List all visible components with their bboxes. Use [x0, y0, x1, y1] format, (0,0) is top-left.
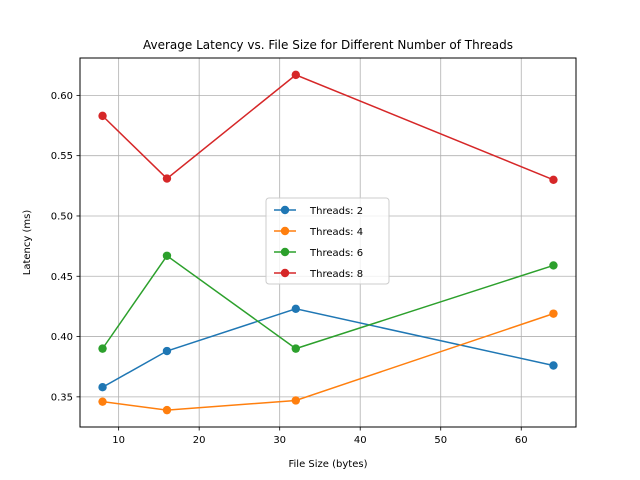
- series-layer: [98, 70, 558, 415]
- data-point: [291, 396, 300, 405]
- x-tick-label: 20: [193, 435, 206, 446]
- series-2: [98, 309, 558, 415]
- data-point: [549, 361, 558, 370]
- y-tick-label: 0.35: [51, 392, 73, 403]
- x-tick-label: 50: [434, 435, 447, 446]
- legend-item: Threads: 2: [274, 205, 363, 217]
- legend-label: Threads: 4: [309, 227, 363, 238]
- y-axis-ticks: 0.35 0.40 0.45 0.50 0.55 0.60: [51, 91, 80, 403]
- legend-item: Threads: 4: [274, 226, 363, 238]
- legend-marker: [280, 268, 290, 278]
- legend-label: Threads: 6: [309, 248, 363, 259]
- y-axis-label: Latency (ms): [22, 210, 33, 276]
- series-3: [98, 251, 558, 353]
- data-point: [549, 175, 558, 184]
- legend-label: Threads: 8: [309, 269, 363, 280]
- series-line: [101, 254, 554, 350]
- data-point: [162, 346, 172, 356]
- series-4: [98, 70, 558, 184]
- data-point: [549, 309, 558, 318]
- data-point: [98, 344, 107, 353]
- y-tick-label: 0.55: [51, 151, 73, 162]
- y-tick-label: 0.45: [51, 272, 73, 283]
- x-axis-label: File Size (bytes): [289, 459, 368, 470]
- x-tick-label: 60: [515, 435, 528, 446]
- x-tick-label: 10: [112, 435, 125, 446]
- data-point: [291, 344, 300, 353]
- y-tick-label: 0.40: [51, 332, 73, 343]
- x-tick-label: 30: [273, 435, 286, 446]
- x-axis-ticks: 10 20 30 40 50 60: [112, 427, 528, 446]
- plot-frame: [79, 57, 577, 428]
- y-tick-label: 0.50: [51, 211, 73, 222]
- legend: Threads: 2 Threads: 4 Threads: 6 Threads: 8: [265, 197, 390, 285]
- data-point: [162, 174, 172, 183]
- series-line: [102, 308, 554, 388]
- data-point: [162, 251, 172, 260]
- legend-marker: [280, 226, 290, 236]
- series-1: [98, 304, 558, 392]
- legend-item: Threads: 8: [274, 268, 363, 280]
- data-point: [291, 70, 300, 80]
- data-point: [549, 261, 558, 270]
- data-point: [162, 405, 172, 415]
- series-line: [102, 74, 554, 181]
- chart-title: Average Latency vs. File Size for Differ…: [143, 38, 513, 52]
- series-line: [102, 312, 554, 411]
- x-tick-label: 40: [354, 435, 367, 446]
- data-point: [98, 397, 107, 406]
- legend-box: [265, 197, 390, 285]
- data-point: [291, 304, 300, 314]
- data-point: [98, 111, 107, 121]
- legend-item: Threads: 6: [274, 247, 363, 259]
- legend-marker: [280, 205, 290, 215]
- legend-marker: [280, 247, 290, 257]
- y-tick-label: 0.60: [51, 91, 73, 102]
- data-point: [98, 383, 107, 392]
- legend-label: Threads: 2: [309, 206, 363, 217]
